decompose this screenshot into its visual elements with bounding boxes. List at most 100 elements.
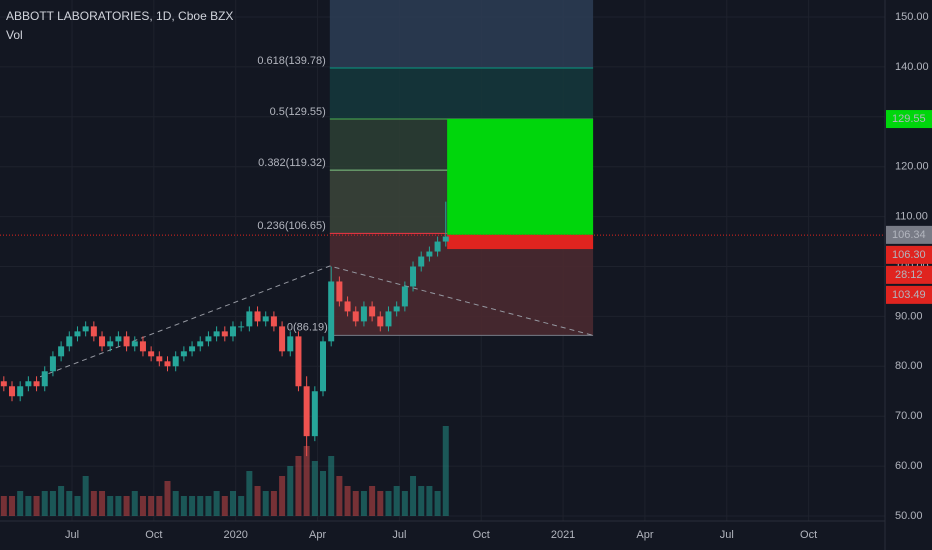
price-tag xyxy=(886,285,932,304)
volume-bar xyxy=(311,461,318,516)
volume-bar xyxy=(320,471,327,516)
volume-bar xyxy=(197,496,204,516)
candle-body xyxy=(9,386,16,397)
volume-bar xyxy=(9,496,16,516)
volume-bar xyxy=(131,491,138,516)
x-tick-label: 2020 xyxy=(223,529,247,541)
candle-body xyxy=(0,381,7,387)
volume-bar xyxy=(58,486,65,516)
candle-body xyxy=(344,301,351,312)
fib-label: 0.236(106.65) xyxy=(257,220,326,232)
fib-label: 0.382(119.32) xyxy=(258,157,326,169)
candle-body xyxy=(385,311,392,327)
candle-body xyxy=(66,336,73,347)
candle-body xyxy=(99,336,106,347)
candle-body xyxy=(246,311,253,327)
trend-line xyxy=(39,265,594,378)
candle-body xyxy=(279,326,286,352)
candle-body xyxy=(82,326,89,332)
fib-zone xyxy=(329,233,594,336)
candle-body xyxy=(180,351,187,357)
candle-body xyxy=(189,346,196,352)
x-tick-label: Oct xyxy=(145,529,162,541)
chart-title: ABBOTT LABORATORIES, 1D, Cboe BZX xyxy=(6,9,233,23)
volume-bar xyxy=(336,476,343,516)
y-tick-label: 150.00 xyxy=(895,11,929,23)
volume-bar xyxy=(287,466,294,516)
candle-body xyxy=(148,351,155,357)
candle-body xyxy=(369,306,376,317)
candle-body xyxy=(90,326,97,337)
volume-bar xyxy=(254,486,261,516)
stop-zone xyxy=(447,234,594,250)
candle-body xyxy=(303,386,310,437)
volume-bar xyxy=(369,486,376,516)
candle-body xyxy=(410,266,417,287)
volume-bar xyxy=(66,491,73,516)
countdown-tag xyxy=(886,265,932,284)
price-tag xyxy=(886,225,932,244)
y-tick-label: 110.00 xyxy=(895,211,928,223)
candle-body xyxy=(205,336,212,342)
volume-bar xyxy=(295,456,302,516)
candle-body xyxy=(295,336,302,387)
volume-bar xyxy=(442,426,449,516)
volume-bar xyxy=(328,456,335,516)
volume-bar xyxy=(0,496,7,516)
candle-body xyxy=(49,356,56,372)
candle-body xyxy=(156,356,163,362)
fib-zone xyxy=(329,0,594,68)
volume-label: Vol xyxy=(6,28,23,42)
volume-bar xyxy=(229,491,236,516)
price-tag-label: 103.49 xyxy=(892,289,926,301)
volume-bar xyxy=(25,496,32,516)
volume-bar xyxy=(139,496,146,516)
countdown-label: 28:12 xyxy=(895,269,923,281)
y-tick-label: 60.00 xyxy=(895,460,923,472)
volume-bar xyxy=(74,496,81,516)
volume-bar xyxy=(279,476,286,516)
candle-body xyxy=(131,341,138,347)
y-tick-label: 120.00 xyxy=(895,161,929,173)
candle-body xyxy=(401,286,408,307)
candle-body xyxy=(229,326,236,337)
fib-zone xyxy=(329,67,594,120)
price-tag xyxy=(886,110,932,129)
volume-bar xyxy=(33,496,40,516)
candle-body xyxy=(115,336,122,342)
candle-body xyxy=(287,336,294,352)
candle-body xyxy=(352,311,359,322)
candle-body xyxy=(172,356,179,367)
volume-bar xyxy=(189,496,196,516)
x-tick-label: Apr xyxy=(309,529,326,541)
volume-bar xyxy=(90,491,97,516)
y-tick-label: 50.00 xyxy=(895,510,923,522)
volume-bar xyxy=(164,481,171,516)
volume-bar xyxy=(270,491,277,516)
candle-body xyxy=(164,361,171,367)
volume-bar xyxy=(205,496,212,516)
volume-bar xyxy=(418,486,425,516)
y-tick-label: 80.00 xyxy=(895,360,923,372)
candle-body xyxy=(426,251,433,257)
candle-body xyxy=(238,326,245,328)
volume-bar xyxy=(115,496,122,516)
volume-bar xyxy=(49,491,56,516)
fib-label: 0(86.19) xyxy=(287,321,328,333)
candle-body xyxy=(213,331,220,337)
candle-body xyxy=(393,306,400,312)
volume-bar xyxy=(377,491,384,516)
x-tick-label: Jul xyxy=(720,529,734,541)
volume-bar xyxy=(246,471,253,516)
volume-bar xyxy=(99,491,106,516)
candle-body xyxy=(25,381,32,387)
volume-bar xyxy=(238,496,245,516)
candle-body xyxy=(320,341,327,392)
price-tag-label: 129.55 xyxy=(892,113,926,125)
volume-bar xyxy=(401,491,408,516)
volume-bar xyxy=(385,491,392,516)
y-tick-label: 70.00 xyxy=(895,410,923,422)
candle-body xyxy=(17,386,24,397)
candle-body xyxy=(270,316,277,327)
